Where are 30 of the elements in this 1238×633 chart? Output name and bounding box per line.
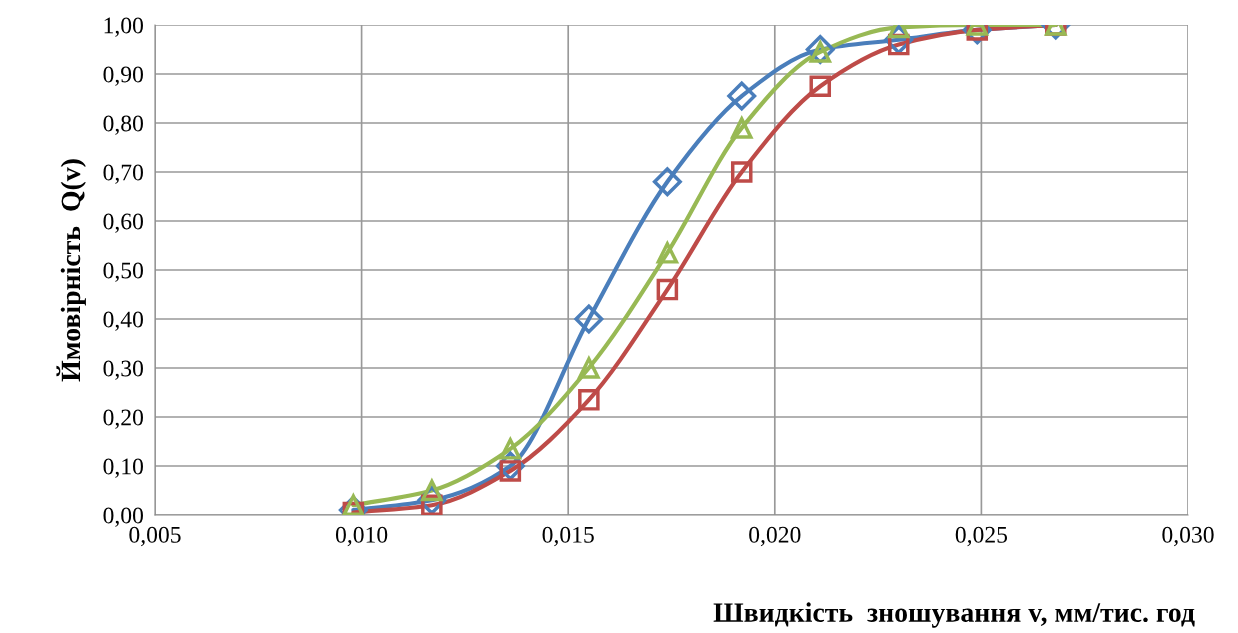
x-tick-label: 0,020	[749, 526, 801, 547]
point	[730, 161, 753, 183]
y-tick-label: 0,40	[103, 311, 143, 331]
x-tick-label: 0,005	[129, 526, 181, 547]
y-tick-label: 0,70	[103, 164, 143, 184]
y-tick-label: 0,80	[103, 115, 143, 135]
point	[578, 357, 600, 379]
point	[730, 117, 753, 139]
point	[727, 81, 757, 111]
x-tick-label: 0,010	[335, 526, 388, 547]
x-tick-label: 0,025	[955, 526, 1008, 547]
y-tick-label: 0,30	[103, 360, 143, 380]
point	[656, 278, 679, 301]
x-tick-label: 0,015	[542, 526, 594, 547]
x-axis-title: Швидкість зношування v, мм/тис. год	[713, 602, 1195, 628]
y-tick-label: 1,00	[104, 17, 143, 37]
point	[652, 167, 682, 197]
y-tick-label: 0,60	[103, 213, 143, 233]
y-tick-label: 0,50	[103, 262, 143, 282]
y-tick-label: 0,20	[103, 409, 143, 429]
y-tick-label: 0,90	[103, 66, 143, 86]
point	[499, 438, 522, 460]
point	[574, 304, 604, 334]
x-tick-label: 0,030	[1162, 526, 1214, 547]
y-tick-label: 0,10	[103, 458, 143, 478]
point	[809, 75, 832, 98]
y-axis-title: Ймовірність Q(v)	[56, 159, 86, 382]
y-tick-label: 0,00	[103, 507, 143, 527]
point	[578, 389, 600, 411]
point	[656, 242, 679, 264]
